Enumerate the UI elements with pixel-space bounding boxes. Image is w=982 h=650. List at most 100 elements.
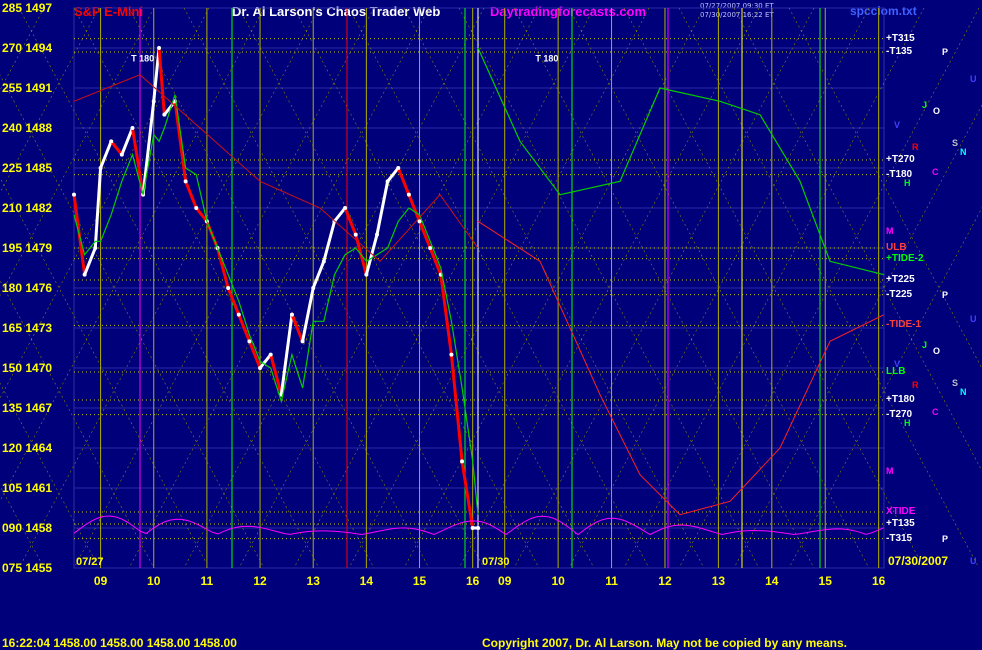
y-tick-label: 150 1470: [2, 361, 53, 375]
price-point: [183, 179, 188, 184]
price-point: [385, 179, 390, 184]
x-tick-label: 11: [605, 574, 618, 588]
level-label: +T270: [886, 154, 915, 165]
price-segment: [279, 314, 294, 395]
price-point: [449, 352, 454, 357]
planet-label: O: [933, 105, 941, 116]
planet-label: J: [922, 340, 928, 351]
lattice-line: [678, 7, 980, 569]
price-point: [268, 352, 273, 357]
price-segment: [152, 47, 161, 102]
price-segment: [407, 194, 421, 222]
lattice-line: [183, 7, 485, 569]
planet-label: U: [970, 313, 977, 324]
planet-label: P: [942, 533, 949, 544]
lattice-line: [128, 7, 430, 569]
planet-label: S: [952, 377, 959, 388]
price-segment: [343, 207, 358, 236]
lattice-line: [0, 74, 265, 569]
x-tick-label: 10: [147, 574, 161, 588]
price-point: [226, 286, 231, 290]
price-segment: [269, 354, 283, 396]
x-tick-label: 13: [306, 574, 320, 588]
price-segment: [248, 340, 262, 369]
lattice-line: [293, 7, 595, 569]
planet-label: R: [912, 141, 919, 152]
planet-label: M: [886, 465, 894, 476]
lattice-line: [0, 7, 155, 297]
date-right: 07/30/2007: [888, 554, 949, 568]
green-average-line: [73, 94, 479, 515]
planet-label: H: [904, 177, 911, 188]
lattice-line: [18, 7, 320, 569]
price-point: [289, 312, 294, 317]
level-label: -T225: [886, 288, 913, 300]
x-tick-label: 11: [200, 574, 214, 588]
price-segment: [141, 101, 156, 195]
planet-label: H: [904, 417, 911, 428]
date-mid: 07/30: [482, 556, 510, 568]
price-point: [258, 366, 263, 370]
lattice-line: [128, 7, 430, 569]
price-segment: [333, 207, 347, 223]
level-label: -TIDE-1: [886, 319, 921, 331]
lattice-line: [568, 7, 870, 569]
x-tick-label: 12: [658, 574, 672, 588]
price-point: [98, 166, 103, 170]
lattice-line: [403, 7, 705, 569]
level-label: +T135: [886, 518, 915, 529]
lattice-line: [513, 7, 815, 569]
date-left: 07/27: [76, 556, 104, 568]
chart-marks: T 180 T 180: [72, 46, 885, 536]
price-segment: [386, 167, 400, 183]
price-segment: [93, 167, 103, 249]
price-point: [364, 272, 369, 277]
x-tick-label: 14: [359, 574, 374, 588]
x-tick-label: 16: [871, 574, 886, 588]
lattice-line: [0, 7, 210, 399]
level-label: ULB: [886, 242, 907, 253]
x-tick-label: 10: [551, 574, 565, 588]
y-tick-label: 090 1458: [2, 521, 53, 535]
lattice-line: [73, 7, 375, 569]
price-segment: [157, 47, 166, 115]
price-point: [375, 232, 379, 237]
price-point: [353, 232, 358, 237]
planet-label: C: [932, 167, 939, 177]
price-point: [72, 192, 76, 197]
price-segment: [130, 127, 145, 195]
x-tick-label: 09: [498, 574, 512, 588]
level-label: -T315: [886, 532, 913, 544]
planet-label: M: [886, 225, 894, 236]
chart-grid: [0, 7, 982, 569]
planet-label: O: [933, 345, 941, 356]
y-tick-label: 165 1473: [2, 321, 53, 335]
price-segment: [216, 247, 230, 289]
planet-label: R: [912, 380, 919, 391]
level-label: +T180: [886, 394, 915, 405]
xtide-line: [73, 515, 885, 536]
lattice-line: [623, 7, 925, 569]
lattice-line: [788, 7, 982, 369]
level-label: +T225: [886, 274, 915, 285]
price-point: [300, 339, 305, 344]
y-tick-label: 180 1476: [2, 281, 53, 295]
planet-label: S: [952, 137, 959, 148]
price-point: [109, 139, 114, 144]
price-segment: [184, 180, 198, 209]
lattice-line: [183, 7, 485, 569]
price-segment: [396, 167, 411, 196]
price-segment: [290, 314, 304, 342]
last-quote: 16:22:04 1458.00 1458.00 1458.00 1458.00: [2, 636, 237, 650]
y-tick-label: 210 1482: [2, 201, 53, 215]
level-label: XTIDE: [886, 506, 916, 517]
planet-label: C: [932, 407, 939, 417]
price-point: [311, 286, 316, 290]
level-label: -T180: [886, 168, 913, 180]
y-tick-label: 240 1488: [2, 121, 53, 135]
price-point: [93, 246, 98, 250]
y-tick-label: 285 1497: [2, 1, 53, 15]
lattice-line: [513, 7, 815, 569]
timestamp-1: 07/27/2007 09:30 ET: [700, 2, 774, 10]
